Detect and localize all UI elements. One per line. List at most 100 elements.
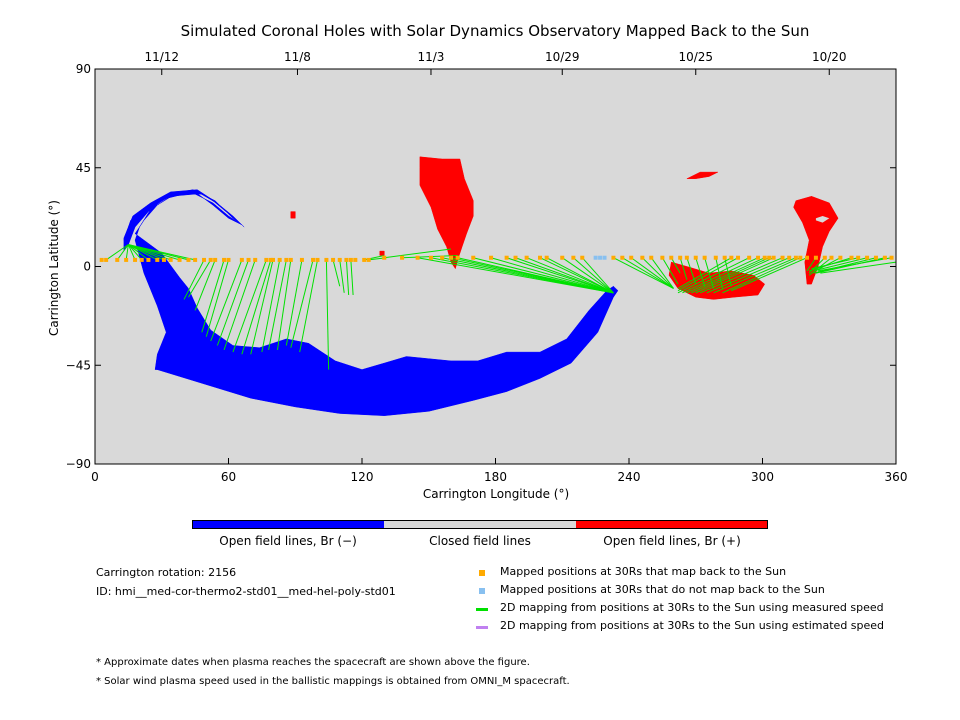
mapped-point <box>736 255 741 260</box>
mapping-line <box>183 259 205 300</box>
mapping-line <box>682 257 759 294</box>
mapping-line <box>232 259 267 353</box>
chart-title: Simulated Coronal Holes with Solar Dynam… <box>181 22 810 40</box>
colorbar-frame <box>192 520 768 529</box>
y-axis-label: Carrington Latitude (°) <box>47 200 61 336</box>
mapped-point <box>873 255 878 260</box>
mapped-point <box>471 255 476 260</box>
mapping-line <box>210 259 243 342</box>
mapped-point <box>324 257 329 262</box>
plot-area <box>95 69 897 464</box>
mapping-line <box>691 257 770 294</box>
legend-marker-swatch <box>479 588 485 594</box>
mapped-point <box>882 255 887 260</box>
mapped-point <box>222 257 227 262</box>
mapped-point <box>193 257 198 262</box>
mapped-point <box>362 257 367 262</box>
mapped-point <box>337 257 342 262</box>
mapped-point <box>580 255 585 260</box>
mapping-line <box>188 259 212 298</box>
mapped-point <box>560 255 565 260</box>
mapped-point <box>428 255 433 260</box>
colorbar-segment-label: Open field lines, Br (−) <box>219 534 357 548</box>
mapped-point <box>353 257 358 262</box>
mapping-line <box>332 259 341 287</box>
mapping-line <box>695 257 774 294</box>
mapped-point <box>382 255 387 260</box>
mapped-point <box>186 257 191 262</box>
mapped-point <box>168 257 173 262</box>
mapped-point <box>504 255 509 260</box>
unmapped-point <box>602 255 607 260</box>
mapped-point <box>538 255 542 260</box>
mapped-point <box>822 255 827 260</box>
coronal-hole-positive <box>290 211 296 219</box>
mapping-line <box>713 257 797 294</box>
mapped-point <box>253 257 258 262</box>
mapping-line <box>695 257 706 287</box>
mapped-point <box>449 255 453 260</box>
mapping-line <box>128 244 149 261</box>
mapped-point <box>299 257 304 262</box>
mapping-line <box>581 257 614 294</box>
mapped-point <box>264 257 269 262</box>
mapping-line <box>731 257 808 292</box>
mapping-line <box>686 257 765 294</box>
mapped-point <box>99 257 104 262</box>
mapped-point <box>798 255 803 260</box>
mapped-point <box>315 257 320 262</box>
coronal-hole-positive <box>379 250 385 256</box>
mapped-point <box>684 255 689 260</box>
mapping-line <box>677 257 750 294</box>
mapping-line <box>539 257 614 294</box>
y-tick-label: 0 <box>83 260 91 274</box>
mapped-point <box>660 255 665 260</box>
coronal-hole-negative <box>123 189 619 416</box>
mapped-point <box>787 255 792 260</box>
mapping-line <box>205 259 229 337</box>
mapped-point <box>440 255 445 260</box>
mapped-point <box>344 257 349 262</box>
mapped-point <box>856 255 861 260</box>
mapping-line <box>241 259 272 355</box>
mapped-point <box>202 257 207 262</box>
x-tick-label: 120 <box>351 470 374 484</box>
mapping-line <box>561 257 614 294</box>
mapping-line <box>290 259 314 348</box>
x-tick-label: 60 <box>221 470 236 484</box>
mapped-point <box>155 257 160 262</box>
mapped-point <box>747 255 752 260</box>
mapping-line <box>515 257 614 294</box>
mapping-line <box>818 257 892 272</box>
mapping-line <box>813 257 877 274</box>
mapped-point <box>415 255 420 260</box>
x-tick-label: 360 <box>885 470 908 484</box>
mapped-point <box>762 255 767 260</box>
mapping-line <box>457 257 614 294</box>
mapping-line <box>506 257 614 294</box>
colorbar-segment-label: Closed field lines <box>429 534 531 548</box>
mapping-line <box>339 259 345 293</box>
y-tick-label: 45 <box>76 161 91 175</box>
mapped-point <box>669 255 674 260</box>
mapping-line <box>299 259 318 353</box>
mapping-line <box>223 259 256 351</box>
colorbar-segment <box>384 521 576 528</box>
unmapped-point <box>598 255 603 260</box>
x-tick-label: 240 <box>618 470 641 484</box>
coronal-hole-negative <box>123 189 245 241</box>
mapped-point <box>544 255 549 260</box>
top-date-label: 11/8 <box>284 50 311 64</box>
top-date-label: 10/20 <box>812 50 847 64</box>
mapping-line <box>526 257 614 294</box>
mapped-point <box>331 257 336 262</box>
mapping-line <box>194 259 216 311</box>
top-date-label: 10/25 <box>678 50 713 64</box>
mapping-line <box>216 259 249 346</box>
mapped-point <box>288 257 293 262</box>
top-date-label: 11/12 <box>144 50 179 64</box>
mapping-line <box>677 257 732 289</box>
mapped-point <box>400 255 405 260</box>
mapped-point <box>629 255 634 260</box>
